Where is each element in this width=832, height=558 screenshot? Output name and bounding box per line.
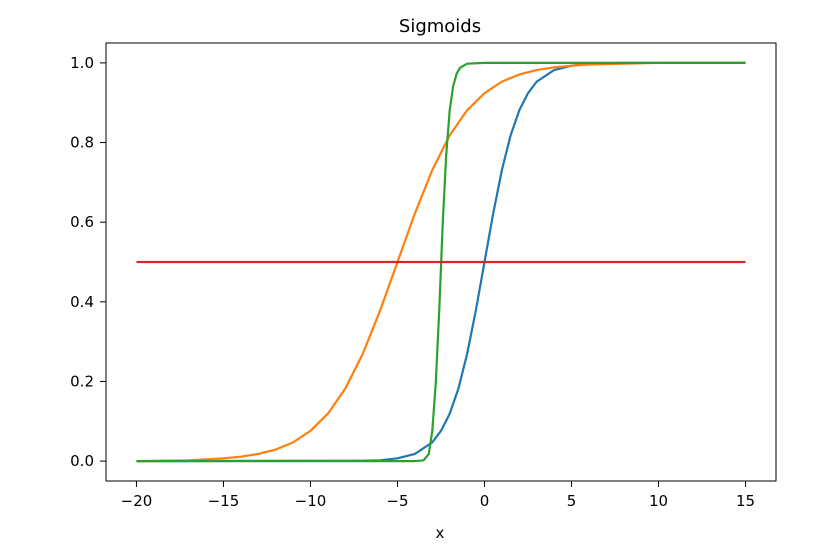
x-tick-label: 0 (480, 492, 490, 510)
x-tick-label: 15 (736, 492, 755, 510)
y-tick-label: 0.6 (70, 213, 94, 231)
series-layer (136, 61, 746, 463)
x-tick-label: 5 (567, 492, 577, 510)
axes-frame (105, 42, 777, 482)
axes-layer: −20 −15 −10 −5 0 5 10 15 0.0 0.2 0.4 0.6 0.8 1.0 (70, 42, 777, 510)
x-tick-label: −10 (295, 492, 327, 510)
x-tick-label: −5 (386, 492, 408, 510)
x-tick-label: −15 (208, 492, 240, 510)
y-tick-label: 0.8 (70, 134, 94, 152)
chart-title: Sigmoids (399, 16, 481, 37)
x-tick-label: 10 (649, 492, 668, 510)
y-tick-label: 0.2 (70, 372, 94, 390)
series-line-2 (136, 61, 746, 463)
y-tick-label: 0.0 (70, 452, 94, 470)
x-axis-label: x (436, 524, 445, 542)
series-line-3 (136, 61, 746, 463)
y-tick-label: 0.4 (70, 293, 94, 311)
y-tick-label: 1.0 (70, 54, 94, 72)
x-tick-label: −20 (121, 492, 153, 510)
